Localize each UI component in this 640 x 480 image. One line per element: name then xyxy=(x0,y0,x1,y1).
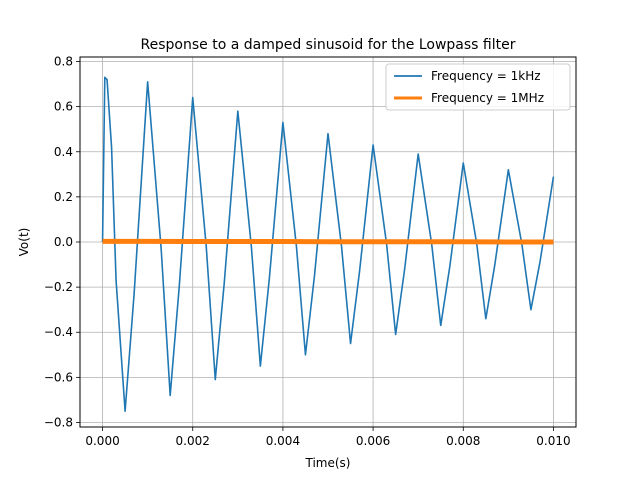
y-axis-ticks: −0.8 −0.6 −0.4 −0.2 0.0 0.2 0.4 0.6 0.8 xyxy=(44,55,80,429)
x-axis-label: Time(s) xyxy=(305,456,351,470)
x-tick-label: 0.006 xyxy=(356,434,390,448)
series-line-2 xyxy=(102,238,554,245)
x-axis-ticks: 0.000 0.002 0.004 0.006 0.008 0.010 xyxy=(85,427,571,448)
legend-box xyxy=(385,63,571,111)
y-tick-label: 0.6 xyxy=(54,100,73,114)
x-tick-label: 0.002 xyxy=(176,434,210,448)
series-line-1 xyxy=(101,76,555,413)
chart-title: Response to a damped sinusoid for the Lo… xyxy=(141,37,516,53)
y-tick-label: 0.0 xyxy=(54,235,73,249)
y-tick-label: −0.4 xyxy=(44,325,73,339)
y-tick-label: 0.2 xyxy=(54,190,73,204)
y-axis-label: Vo(t) xyxy=(17,228,31,257)
x-tick-label: 0.000 xyxy=(85,434,119,448)
y-tick-label: −0.2 xyxy=(44,280,73,294)
legend-label-1: Frequency = 1kHz xyxy=(431,69,541,83)
y-tick-label: 0.4 xyxy=(54,145,73,159)
x-tick-label: 0.004 xyxy=(266,434,300,448)
y-tick-label: 0.8 xyxy=(54,55,73,69)
plot-area xyxy=(101,76,555,413)
x-tick-label: 0.008 xyxy=(446,434,480,448)
legend-label-2: Frequency = 1MHz xyxy=(431,91,544,105)
y-tick-label: −0.6 xyxy=(44,370,73,384)
legend: Frequency = 1kHz Frequency = 1MHz xyxy=(385,63,571,111)
y-tick-label: −0.8 xyxy=(44,415,73,429)
series-group xyxy=(101,76,555,413)
x-tick-label: 0.010 xyxy=(536,434,570,448)
